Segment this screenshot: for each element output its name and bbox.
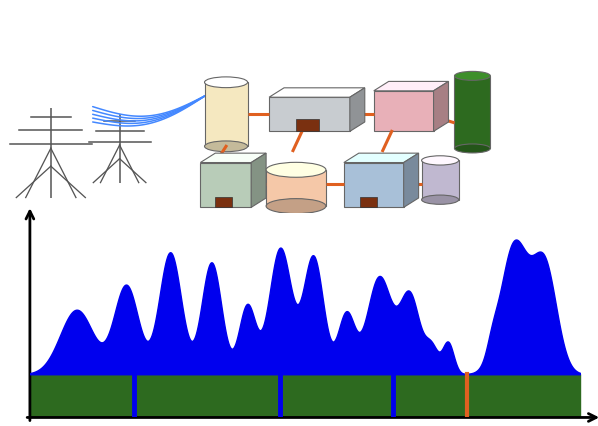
Polygon shape — [404, 154, 419, 208]
Polygon shape — [350, 89, 365, 132]
Polygon shape — [344, 154, 419, 163]
Ellipse shape — [205, 78, 248, 89]
Bar — [269, 98, 350, 132]
Bar — [360, 198, 377, 208]
Bar — [266, 170, 326, 207]
Ellipse shape — [205, 141, 248, 153]
Bar — [422, 161, 459, 200]
Bar — [454, 77, 490, 149]
Polygon shape — [251, 154, 266, 208]
Bar — [344, 163, 404, 208]
Bar — [374, 92, 434, 132]
Ellipse shape — [422, 156, 459, 166]
Ellipse shape — [454, 145, 490, 154]
Polygon shape — [434, 82, 448, 132]
Bar — [200, 163, 251, 208]
Ellipse shape — [454, 72, 490, 81]
Polygon shape — [200, 154, 266, 163]
Ellipse shape — [422, 196, 459, 205]
Polygon shape — [374, 82, 448, 92]
Ellipse shape — [266, 163, 326, 178]
Bar — [215, 198, 232, 208]
Bar — [30, 374, 580, 417]
Ellipse shape — [266, 199, 326, 214]
Polygon shape — [269, 89, 365, 98]
Bar — [205, 83, 248, 147]
Bar — [296, 120, 319, 132]
